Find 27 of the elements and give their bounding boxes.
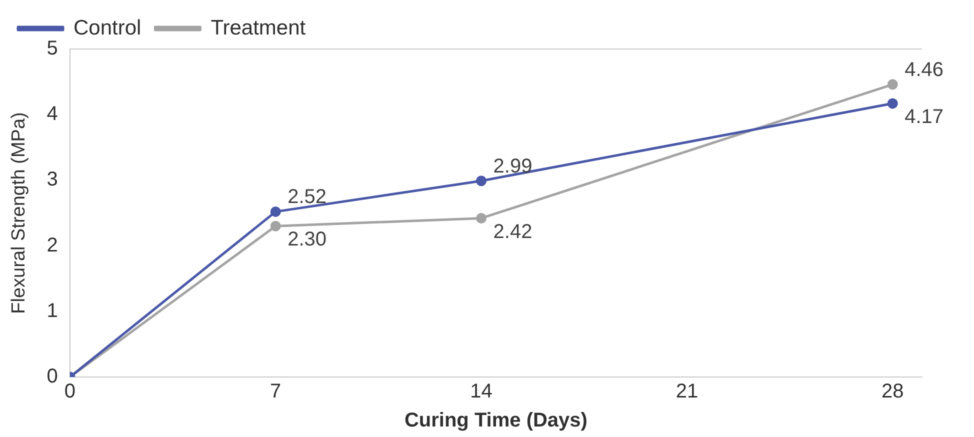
data-label: 2.99 (493, 155, 532, 178)
y-tick-label: 0 (46, 366, 58, 388)
x-axis-title: Curing Time (Days) (404, 410, 588, 432)
x-tick-label: 0 (64, 380, 76, 403)
data-label: 2.30 (288, 228, 327, 251)
y-axis-title: Flexural Strength (MPa) (8, 112, 30, 314)
y-tick-label: 1 (46, 300, 58, 322)
legend-label: Control (74, 16, 142, 40)
x-tick-label: 14 (470, 380, 492, 403)
point (270, 206, 281, 217)
point (887, 98, 898, 109)
data-label: 2.42 (493, 220, 532, 243)
x-tick-label: 7 (270, 380, 282, 403)
x-tick-label: 28 (881, 380, 904, 403)
x-tick-label: 21 (676, 380, 698, 403)
legend-label: Treatment (210, 16, 306, 40)
y-tick-label: 2 (46, 234, 58, 256)
data-label: 2.52 (288, 186, 327, 208)
point (476, 213, 487, 224)
point (270, 220, 281, 232)
point (476, 176, 487, 186)
data-label: 4.46 (904, 58, 944, 81)
y-tick-label: 4 (46, 103, 58, 126)
y-tick-label: 5 (46, 38, 58, 60)
data-label: 4.17 (904, 106, 944, 128)
point (887, 79, 898, 90)
y-tick-label: 3 (46, 168, 58, 191)
